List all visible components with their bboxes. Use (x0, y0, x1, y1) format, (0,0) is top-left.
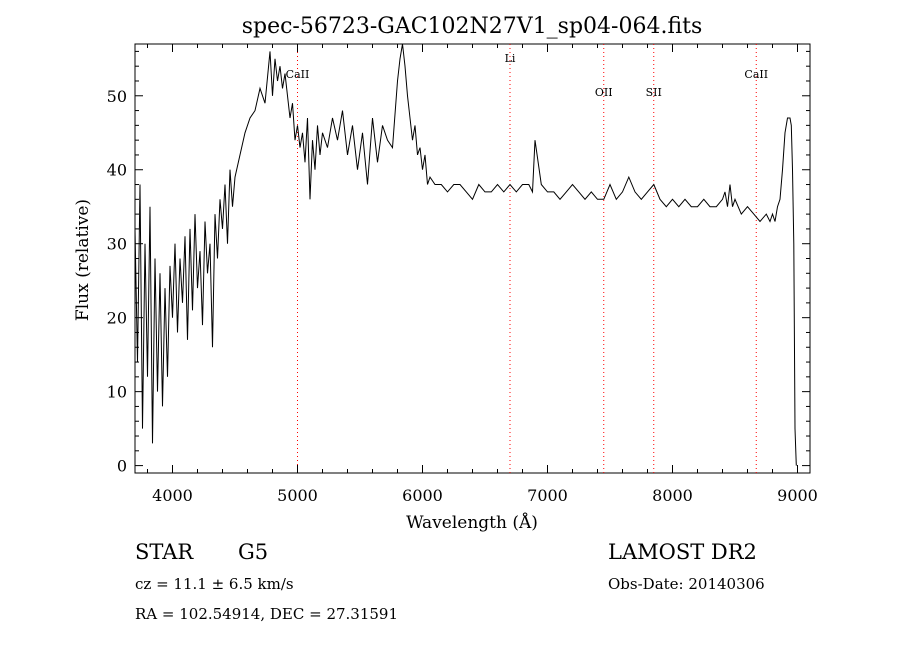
spectrum-line (134, 43, 797, 466)
line-labels: CaII Li OII SII CaII (286, 52, 768, 99)
plot-frame (134, 43, 811, 474)
y-tick-label: 10 (107, 383, 127, 402)
line-label: CaII (286, 68, 310, 81)
line-label: Li (505, 52, 516, 65)
y-axis-label: Flux (relative) (73, 199, 93, 321)
y-tick-label: 30 (107, 235, 127, 254)
y-tick-label: 0 (117, 457, 127, 476)
chart-title: spec-56723-GAC102N27V1_sp04-064.fits (242, 14, 703, 39)
x-tick-label: 6000 (402, 486, 443, 505)
y-axis-ticks: 0 10 20 30 40 50 (107, 50, 810, 476)
subclass-label: G5 (238, 540, 269, 564)
y-tick-label: 40 (107, 161, 127, 180)
x-tick-label: 8000 (652, 486, 693, 505)
line-label: SII (646, 86, 662, 99)
line-label: CaII (744, 68, 768, 81)
x-tick-label: 7000 (527, 486, 568, 505)
survey-label: LAMOST DR2 (608, 540, 757, 564)
obs-date-text: Obs-Date: 20140306 (608, 575, 765, 593)
x-tick-label: 5000 (277, 486, 318, 505)
line-markers (297, 44, 757, 473)
object-class-label: STAR (135, 540, 194, 564)
y-tick-label: 50 (107, 87, 127, 106)
redshift-text: cz = 11.1 ± 6.5 km/s (135, 575, 294, 593)
x-axis-label: Wavelength (Å) (406, 512, 538, 533)
x-tick-label: 4000 (152, 486, 193, 505)
line-label: OII (595, 86, 613, 99)
x-tick-label: 9000 (777, 486, 818, 505)
coordinates-text: RA = 102.54914, DEC = 27.31591 (135, 605, 399, 623)
y-tick-label: 20 (107, 309, 127, 328)
x-axis-ticks: 4000 5000 6000 7000 8000 9000 (147, 44, 818, 505)
